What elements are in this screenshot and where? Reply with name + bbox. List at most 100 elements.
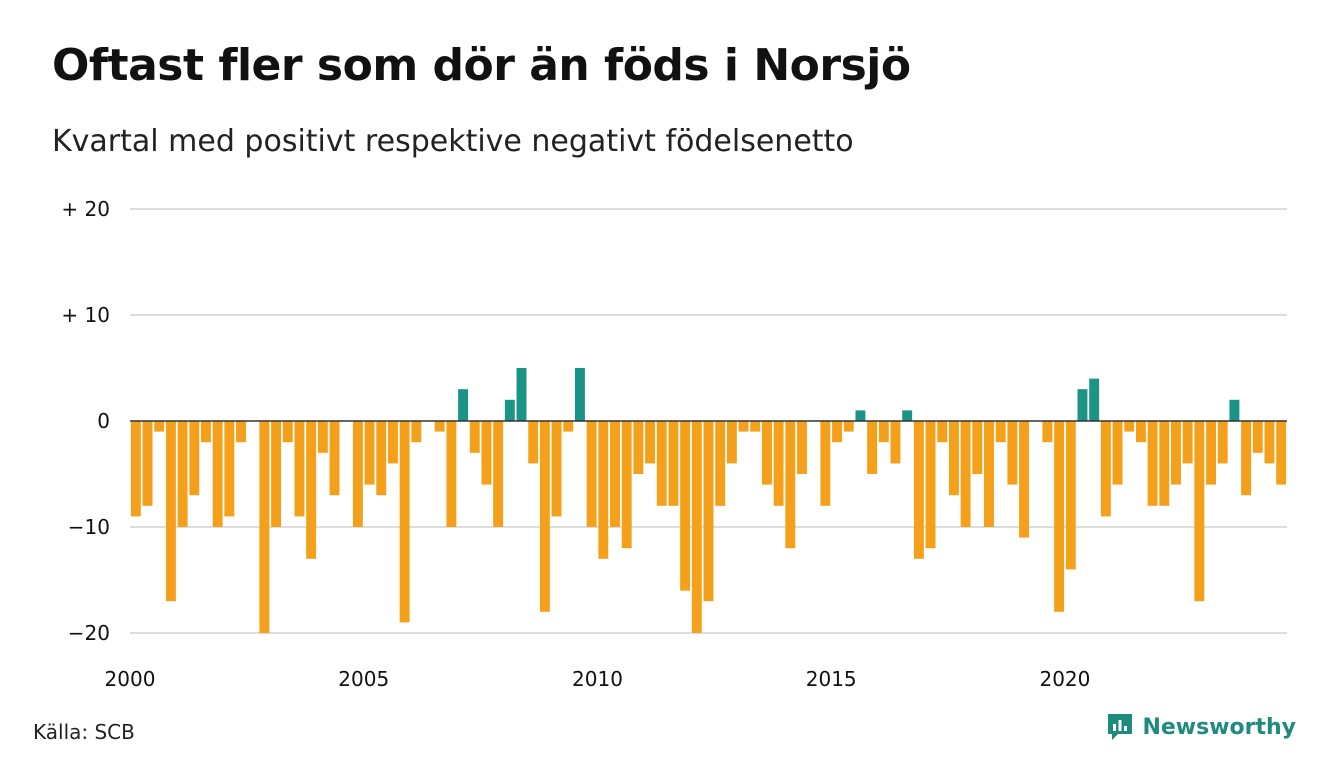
bar-negative xyxy=(1100,421,1111,517)
bar-negative xyxy=(563,421,574,432)
bar-negative xyxy=(1135,421,1146,443)
bar-negative xyxy=(411,421,422,443)
bar-negative xyxy=(1147,421,1158,506)
chart-title: Oftast fler som dör än föds i Norsjö xyxy=(52,40,911,91)
bar-positive xyxy=(1229,399,1240,421)
bar-negative xyxy=(913,421,924,559)
y-tick-label: −20 xyxy=(68,621,110,645)
bar-negative xyxy=(680,421,691,591)
bar-positive xyxy=(1077,389,1088,421)
bar-negative xyxy=(1171,421,1181,485)
bar-negative xyxy=(820,421,831,506)
newsworthy-icon xyxy=(1108,714,1133,740)
bar-negative xyxy=(785,421,796,549)
bar-negative xyxy=(691,421,702,633)
source-note: Källa: SCB xyxy=(33,720,135,744)
bar-positive xyxy=(855,410,866,421)
bar-negative xyxy=(165,421,176,602)
chart-subtitle: Kvartal med positivt respektive negativt… xyxy=(52,124,854,159)
bar-negative xyxy=(890,421,901,464)
bar-negative xyxy=(329,421,340,496)
bar-negative xyxy=(1206,421,1216,485)
bar-positive xyxy=(516,368,527,421)
bar-negative xyxy=(1007,421,1018,485)
bar-negative xyxy=(177,421,188,527)
bar-negative xyxy=(726,421,737,464)
x-tick-label: 2005 xyxy=(338,667,389,691)
bar-negative xyxy=(493,421,504,527)
bar-positive xyxy=(1089,378,1100,421)
bar-negative xyxy=(352,421,363,527)
bar-negative xyxy=(1112,421,1123,485)
newsworthy-logo: Newsworthy xyxy=(1106,712,1296,742)
bar-negative xyxy=(1054,421,1065,612)
y-tick-label: + 20 xyxy=(61,197,110,221)
bar-negative xyxy=(948,421,959,496)
bars xyxy=(130,368,1287,633)
bar-negative xyxy=(937,421,948,443)
bar-negative xyxy=(610,421,620,527)
bar-negative xyxy=(984,421,994,527)
bar-negative xyxy=(387,421,398,464)
bar-negative xyxy=(1124,421,1135,432)
bar-negative xyxy=(130,421,141,517)
y-tick-label: + 10 xyxy=(61,303,110,327)
bar-negative xyxy=(1194,421,1205,602)
bar-negative xyxy=(797,421,807,474)
bar-negative xyxy=(1159,421,1170,506)
bar-negative xyxy=(434,421,445,432)
bar-negative xyxy=(972,421,983,474)
bar-negative xyxy=(621,421,632,549)
bar-negative xyxy=(294,421,305,517)
bar-negative xyxy=(1252,421,1263,453)
bar-negative xyxy=(539,421,550,612)
bar-negative xyxy=(645,421,656,464)
x-tick-label: 2015 xyxy=(806,667,857,691)
bar-negative xyxy=(925,421,936,549)
y-tick-label: 0 xyxy=(97,409,110,433)
bar-chart: + 20 + 10 0 −10 −20 2000 2005 2010 2015 2020 xyxy=(61,197,1287,691)
bar-negative xyxy=(528,421,539,464)
bar-negative xyxy=(236,421,246,443)
bar-negative xyxy=(867,421,878,474)
bar-negative xyxy=(446,421,457,527)
bar-negative xyxy=(212,421,223,527)
x-tick-label: 2020 xyxy=(1039,667,1090,691)
bar-negative xyxy=(750,421,761,432)
bar-negative xyxy=(1217,421,1228,464)
bar-negative xyxy=(399,421,410,623)
bar-negative xyxy=(761,421,772,485)
bar-negative xyxy=(715,421,726,506)
bar-negative xyxy=(364,421,375,485)
bar-negative xyxy=(189,421,200,496)
bar-negative xyxy=(878,421,889,443)
bar-negative xyxy=(960,421,971,527)
bar-negative xyxy=(1264,421,1275,464)
bar-negative xyxy=(1276,421,1287,485)
bar-negative xyxy=(633,421,644,474)
bar-negative xyxy=(738,421,749,432)
bar-negative xyxy=(995,421,1006,443)
x-tick-label: 2010 xyxy=(572,667,623,691)
bar-negative xyxy=(551,421,562,517)
bar-positive xyxy=(574,368,585,421)
bar-negative xyxy=(259,421,270,633)
bar-negative xyxy=(1065,421,1076,570)
y-tick-label: −10 xyxy=(68,515,110,539)
brand-name: Newsworthy xyxy=(1142,714,1296,740)
bar-negative xyxy=(703,421,714,602)
bar-negative xyxy=(598,421,609,559)
bar-negative xyxy=(154,421,165,432)
x-tick-label: 2000 xyxy=(105,667,156,691)
bar-negative xyxy=(832,421,843,443)
bar-negative xyxy=(469,421,480,453)
bar-negative xyxy=(668,421,679,506)
bar-negative xyxy=(317,421,328,453)
bar-negative xyxy=(142,421,153,506)
bar-negative xyxy=(586,421,597,527)
bar-negative xyxy=(376,421,387,496)
bar-negative xyxy=(773,421,784,506)
x-axis-labels: 2000 2005 2010 2015 2020 xyxy=(105,667,1091,691)
bar-negative xyxy=(306,421,317,559)
y-axis-labels: + 20 + 10 0 −10 −20 xyxy=(61,197,110,645)
